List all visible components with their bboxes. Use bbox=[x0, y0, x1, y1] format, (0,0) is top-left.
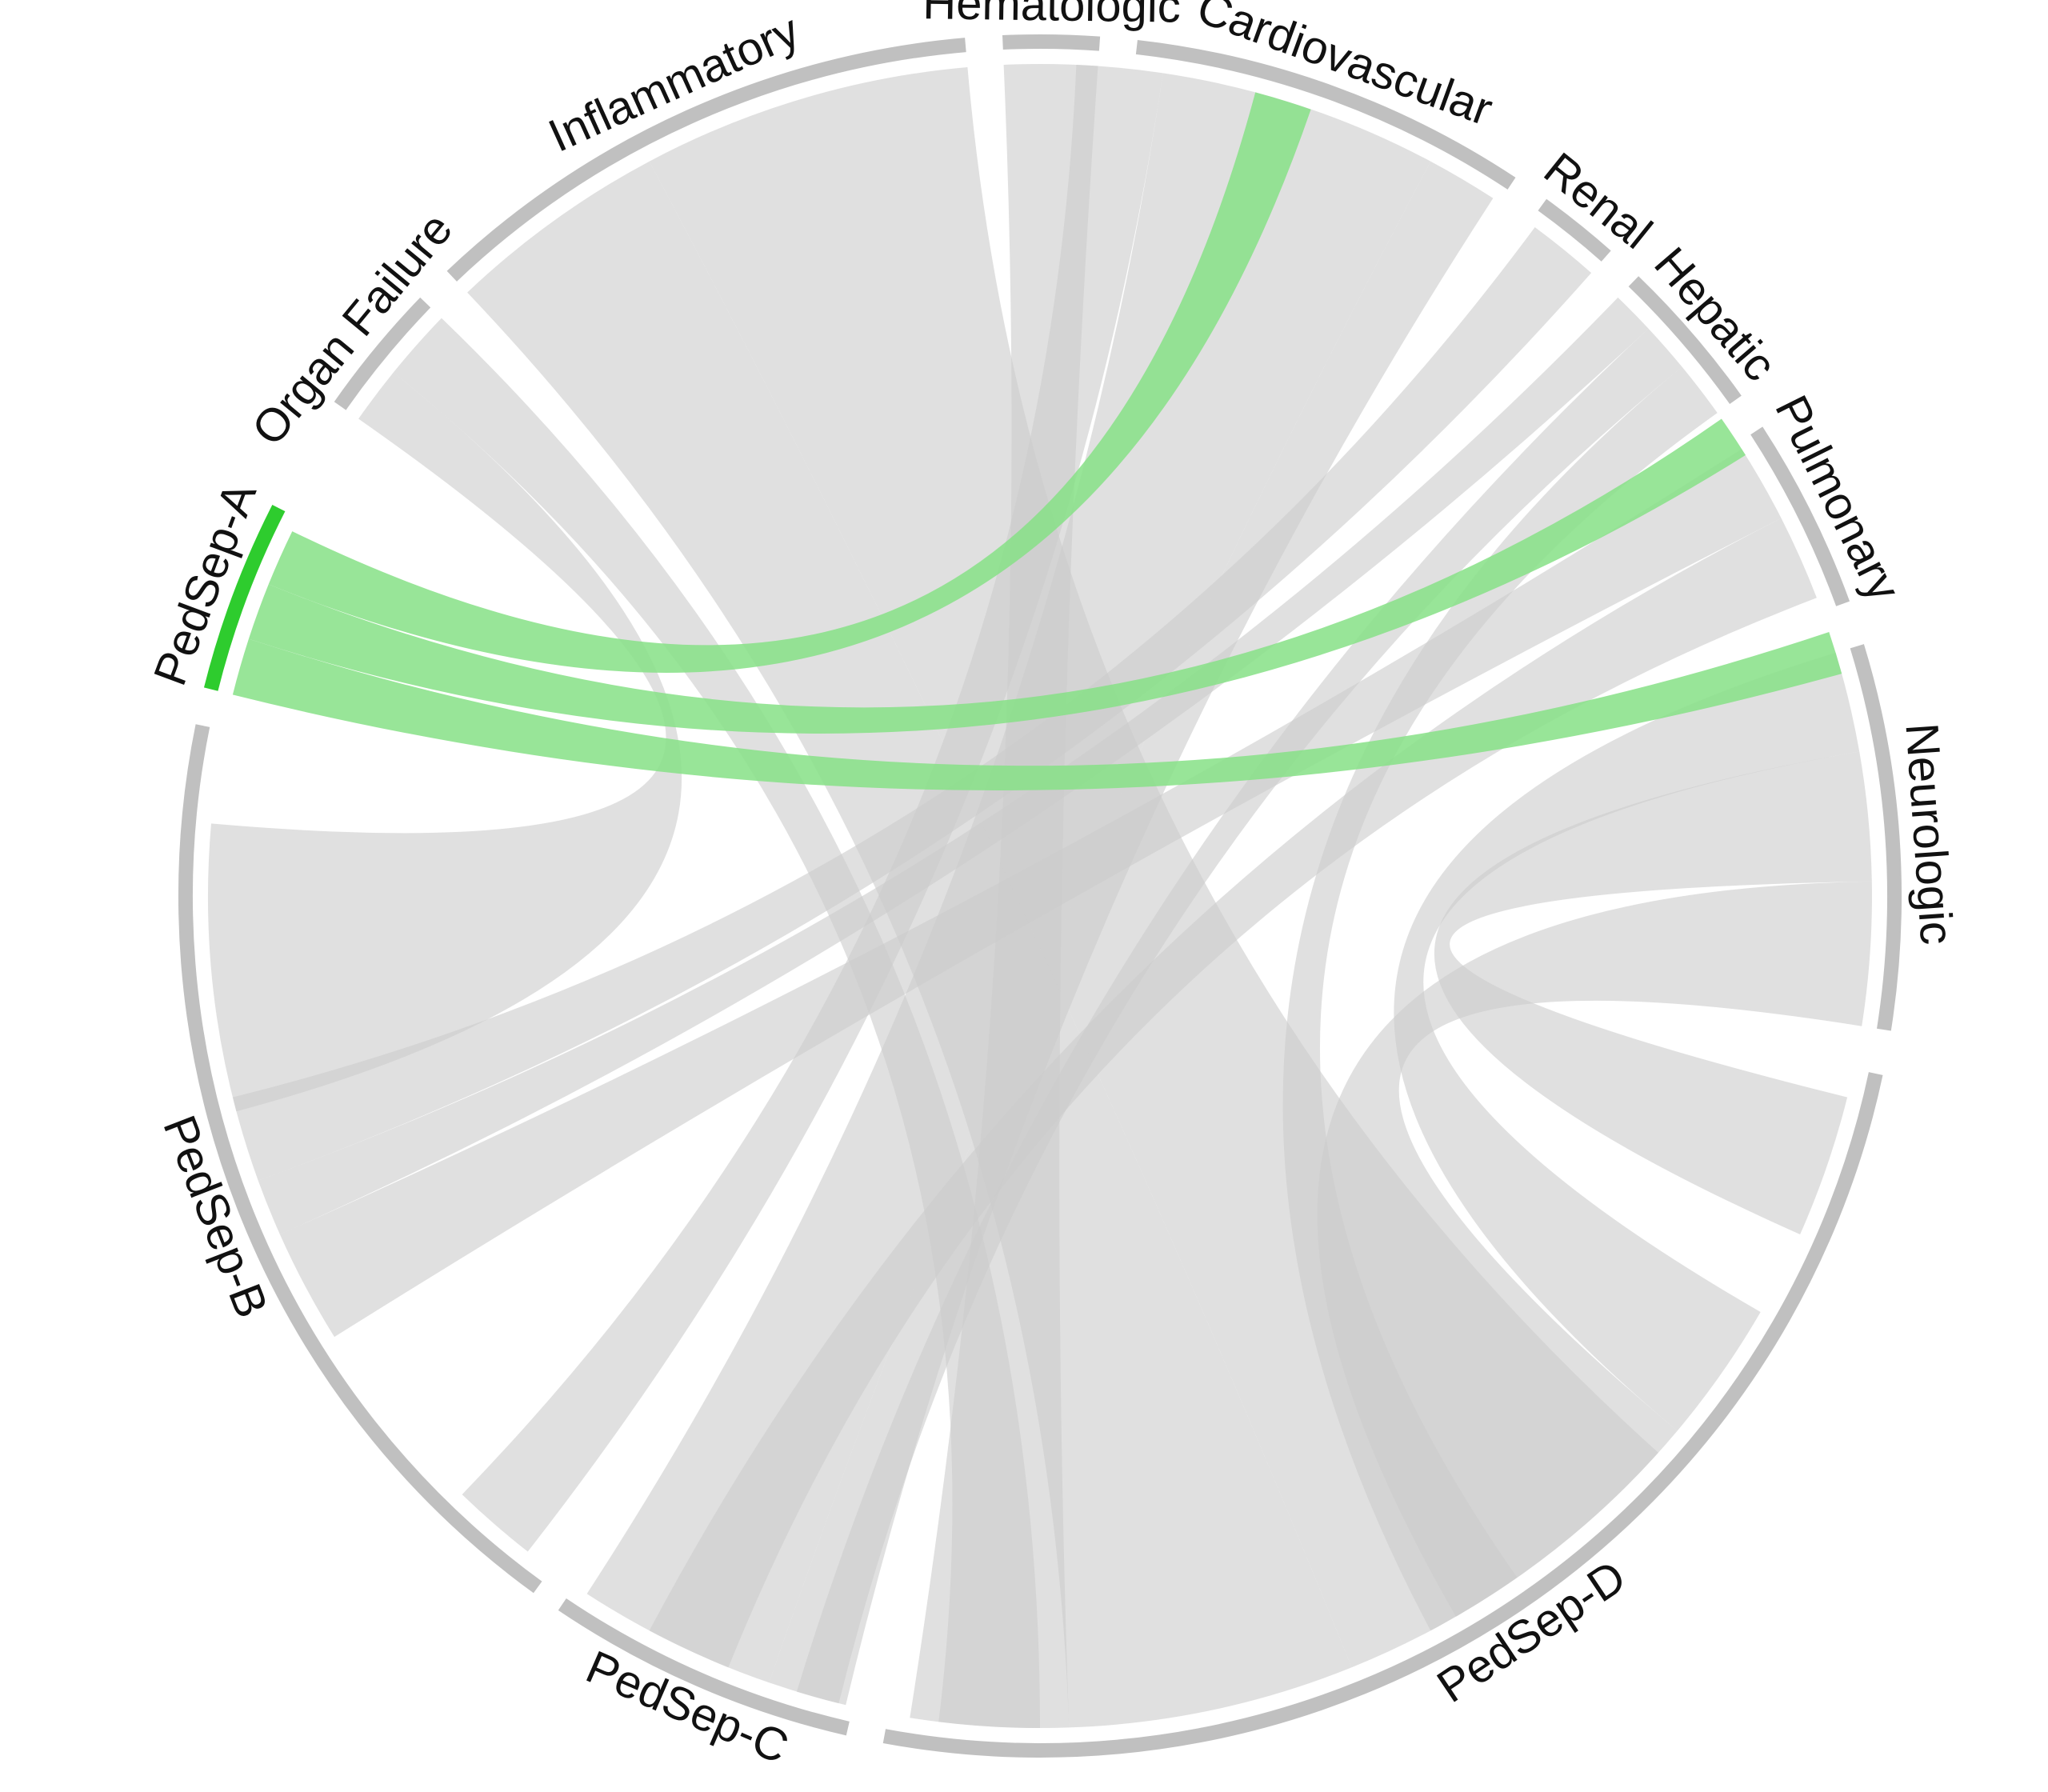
ribbon bbox=[1434, 751, 1872, 1234]
ribbons-layer bbox=[208, 63, 1872, 1729]
segment-arc-hepatic[interactable] bbox=[1628, 276, 1742, 405]
segment-arc-pulmonary[interactable] bbox=[1750, 426, 1850, 606]
segment-arc-organ-failure[interactable] bbox=[334, 297, 431, 410]
segment-label-neurologic: Neurologic bbox=[1895, 722, 1962, 946]
segment-arc-inflammatory[interactable] bbox=[446, 38, 966, 282]
segment-arc-hematologic[interactable] bbox=[1002, 34, 1101, 51]
highlight-ribbon bbox=[268, 92, 1311, 673]
highlight-ribbon bbox=[232, 632, 1842, 790]
segment-arc-renal[interactable] bbox=[1538, 198, 1611, 262]
segment-arc-pedsep-a[interactable] bbox=[203, 505, 286, 691]
ribbon bbox=[258, 297, 1649, 1234]
ribbon bbox=[649, 67, 1658, 1668]
ribbon bbox=[232, 227, 1592, 1181]
segment-arc-pedsep-b[interactable] bbox=[178, 724, 542, 1594]
ribbon bbox=[462, 65, 1163, 1552]
segment-arc-neurologic[interactable] bbox=[1850, 644, 1902, 1031]
segment-arcs-layer bbox=[178, 34, 1902, 1758]
segment-arc-cardiovascular[interactable] bbox=[1135, 39, 1516, 190]
segment-arc-pedsep-c[interactable] bbox=[558, 1598, 850, 1736]
segment-label-hematologic: Hematologic bbox=[922, 0, 1181, 33]
ribbon bbox=[1394, 652, 1860, 1431]
ribbon bbox=[649, 518, 1817, 1668]
ribbon bbox=[467, 161, 1352, 1728]
segment-arc-pedsep-d[interactable] bbox=[882, 1072, 1883, 1758]
ribbon bbox=[393, 318, 1040, 1729]
ribbon bbox=[208, 372, 682, 1112]
